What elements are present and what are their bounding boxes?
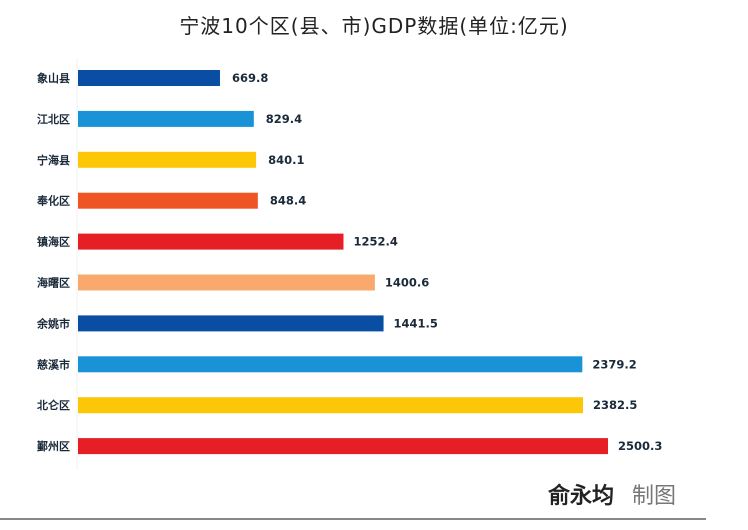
data-label: 1252.4 [353, 235, 397, 249]
bar [78, 70, 220, 86]
credit-author: 俞永均 [548, 484, 615, 509]
bar [78, 233, 344, 250]
bar [78, 192, 258, 209]
bar [78, 110, 254, 127]
data-label: 669.8 [232, 71, 268, 85]
category-label: 鄞州区 [37, 439, 70, 453]
data-label: 2382.5 [593, 398, 637, 412]
bar [78, 315, 384, 332]
category-label: 余姚市 [36, 316, 70, 330]
category-label: 奉化区 [36, 194, 70, 208]
bar-chart: 象山县 669.8 江北区 829.4 宁海县 840.1 奉化区 848.4 镇海区 1252.… [36, 58, 662, 470]
credit-role: 制图 [632, 484, 677, 509]
category-label: 慈溪市 [37, 357, 70, 371]
bar [78, 397, 584, 414]
category-label: 宁海县 [37, 153, 70, 167]
data-label: 840.1 [268, 153, 304, 167]
data-label: 1400.6 [385, 276, 429, 290]
chart-title: 宁波10个区(县、市)GDP数据(单位:亿元) [179, 14, 569, 38]
category-label: 北仑区 [37, 398, 70, 412]
data-label: 2379.2 [592, 357, 636, 371]
credit: 俞永均 制图 [548, 478, 676, 510]
bar [78, 151, 257, 168]
category-label: 江北区 [37, 112, 70, 126]
category-label: 镇海区 [37, 235, 70, 249]
data-label: 848.4 [270, 194, 306, 208]
data-label: 829.4 [266, 112, 302, 126]
bottom-rule [0, 518, 706, 520]
bar [78, 438, 608, 455]
data-label: 1441.5 [394, 316, 438, 330]
bar [78, 274, 375, 291]
category-label: 象山县 [37, 71, 70, 85]
category-label: 海曙区 [37, 276, 70, 290]
data-label: 2500.3 [618, 439, 662, 453]
bar [78, 356, 583, 373]
